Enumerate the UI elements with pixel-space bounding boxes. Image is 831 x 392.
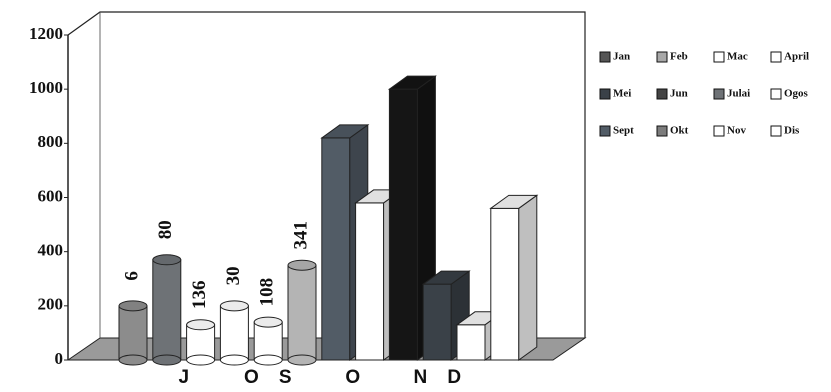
bar-base [186,354,216,366]
legend-label: Sept [613,125,634,137]
bar-top [253,316,283,328]
bar-front [422,283,452,361]
bar-body [287,264,317,361]
bar-base [253,354,283,366]
legend-label: Mac [727,51,748,63]
bar-annotation: 80 [155,220,176,239]
legend-swatch [656,125,668,137]
legend-label: Jun [670,88,688,100]
bar-body [118,305,148,361]
x-tick-label: D [447,367,461,388]
bar-top [421,270,471,285]
bar-body [152,259,182,361]
bar-top [320,124,370,139]
bar [287,259,317,366]
legend-swatch [770,51,782,63]
y-tick-label: 1000 [29,78,63,97]
legend-label: Mei [613,88,631,100]
legend-label: Ogos [784,88,809,100]
legend-swatch [599,51,611,63]
x-tick-label: O [345,367,360,388]
x-tick-label: S [279,367,292,388]
bar-front [321,137,351,361]
legend-swatch [599,125,611,137]
legend-label: Dis [784,125,800,137]
legend-swatch [713,88,725,100]
legend-swatch [713,125,725,137]
x-tick-label: O [244,367,259,388]
bar-front [355,202,385,361]
legend-label: Okt [670,125,689,137]
bar [489,194,539,361]
bar-annotation: 6 [121,271,142,281]
legend-label: Julai [727,88,750,100]
y-tick-label: 600 [38,186,64,205]
bar [152,254,182,366]
y-tick-label: 800 [38,132,64,151]
bar-annotation: 108 [257,278,278,307]
x-tick-label: N [414,367,428,388]
back-wall [67,11,586,338]
y-tick-label: 200 [38,295,64,314]
legend-label: April [784,51,809,63]
legend-label: Feb [670,51,688,63]
y-tick-label: 400 [38,241,64,260]
bar-annotation: 30 [223,266,244,285]
bar-base [118,354,148,366]
y-tick-label: 1200 [29,24,63,43]
bar-top [186,319,216,331]
legend-label: Jan [613,51,630,63]
bar-front [388,88,418,361]
bar-top [489,194,539,209]
x-tick-label: J [179,367,190,388]
bar-top [387,75,437,90]
bar-annotation: 136 [189,281,210,310]
bar-side [518,194,538,361]
bar-base [152,354,182,366]
legend-swatch [656,88,668,100]
bar-top [219,300,249,312]
legend-swatch [599,88,611,100]
bar-top [118,300,148,312]
bar [186,319,216,366]
bar-body [219,305,249,361]
bar [118,300,148,366]
y-tick-label: 0 [55,349,64,368]
bar-annotation: 341 [290,221,311,250]
bar-front [490,207,520,361]
bar-top [152,254,182,266]
bar-base [287,354,317,366]
bar-front [456,324,486,361]
bar [253,316,283,366]
legend-label: Nov [727,125,746,137]
bar-top [287,259,317,271]
legend-swatch [770,88,782,100]
legend-swatch [770,125,782,137]
bar-base [219,354,249,366]
legend-swatch [656,51,668,63]
bar [219,300,249,366]
bar-body [253,321,283,361]
legend-swatch [713,51,725,63]
